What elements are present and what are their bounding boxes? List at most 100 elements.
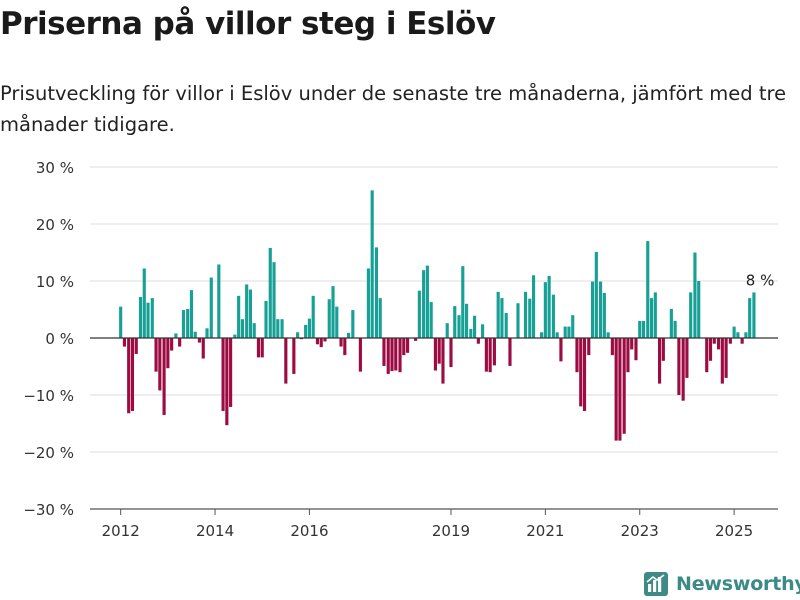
bar: [127, 338, 131, 414]
bar: [122, 338, 127, 347]
bar: [351, 310, 355, 338]
y-tick-label: −30 %: [23, 501, 74, 519]
bar: [752, 292, 756, 338]
bar: [370, 190, 374, 338]
bar: [142, 268, 146, 338]
bar: [414, 338, 418, 341]
bar-chart-logo-icon: [644, 572, 668, 596]
bar: [268, 247, 272, 338]
chart-title: Priserna på villor steg i Eslöv: [0, 6, 496, 42]
y-tick-label: 0 %: [45, 330, 74, 348]
bar: [319, 338, 323, 348]
bar: [327, 299, 331, 338]
x-tick-label: 2012: [102, 522, 140, 540]
bar: [197, 338, 202, 343]
bar: [744, 332, 748, 338]
bar: [594, 251, 598, 338]
bar: [634, 338, 638, 361]
bar: [331, 286, 335, 338]
y-tick-label: 20 %: [36, 216, 74, 234]
bar: [590, 281, 595, 338]
y-tick-label: 10 %: [36, 273, 74, 291]
bar: [626, 338, 630, 373]
bar: [150, 298, 154, 338]
bar: [453, 306, 457, 338]
bar: [732, 326, 736, 338]
x-tick-label: 2021: [526, 522, 564, 540]
bar: [425, 265, 429, 338]
bar: [311, 295, 315, 338]
bar: [571, 315, 575, 338]
bar: [422, 270, 426, 338]
bar: [205, 328, 209, 338]
bar: [304, 324, 308, 338]
bar: [559, 338, 563, 362]
bar: [582, 338, 587, 411]
brand-logo[interactable]: Newsworthy: [644, 570, 800, 598]
bar: [476, 338, 480, 344]
bar: [681, 338, 685, 401]
bar: [315, 338, 320, 345]
bar: [417, 290, 421, 338]
bar: [398, 338, 402, 373]
bar: [531, 275, 536, 338]
bar: [705, 338, 709, 373]
bar: [469, 328, 473, 338]
bar: [641, 320, 646, 338]
bar: [543, 282, 547, 338]
x-tick-label: 2016: [290, 522, 328, 540]
bar: [245, 284, 249, 338]
bar: [653, 292, 657, 338]
bar: [181, 310, 186, 338]
bar: [445, 323, 449, 338]
bar: [386, 338, 390, 374]
bar: [225, 338, 229, 426]
chart-subtitle: Prisutveckling för villor i Eslöv under …: [0, 82, 787, 136]
bar: [193, 331, 197, 338]
bar: [697, 281, 701, 338]
bar: [669, 308, 673, 338]
bar: [237, 295, 241, 338]
bar: [555, 332, 559, 338]
bar: [201, 338, 205, 359]
bar: [154, 338, 158, 372]
bar: [500, 298, 504, 338]
bar: [481, 324, 485, 338]
bar: [508, 338, 512, 366]
bar: [748, 298, 752, 338]
bar: [178, 338, 182, 347]
bar: [677, 338, 681, 395]
bar: [433, 338, 437, 371]
bar: [504, 312, 508, 338]
bar: [728, 338, 732, 344]
bar: [657, 338, 662, 384]
bar: [343, 338, 347, 356]
bar: [374, 247, 379, 338]
bar: [146, 302, 150, 338]
bar: [130, 338, 135, 411]
bar: [248, 289, 253, 338]
bar: [429, 302, 433, 338]
bar: [740, 338, 744, 344]
bar: [347, 332, 351, 338]
bar: [646, 241, 650, 338]
bar: [138, 296, 143, 338]
bar: [528, 298, 532, 338]
bar: [610, 338, 614, 356]
bar: [724, 338, 728, 378]
bar: [516, 303, 520, 338]
bar: [217, 264, 221, 338]
bar: [638, 320, 642, 338]
bar: [484, 338, 488, 372]
bar: [252, 323, 256, 338]
y-tick-label: −10 %: [23, 387, 74, 405]
bar: [233, 334, 237, 338]
bar: [366, 268, 370, 338]
bar: [390, 338, 394, 372]
bar: [296, 332, 300, 338]
bar: [449, 338, 453, 368]
bar: [339, 338, 343, 347]
x-tick-label: 2023: [621, 522, 659, 540]
bar: [158, 338, 162, 391]
